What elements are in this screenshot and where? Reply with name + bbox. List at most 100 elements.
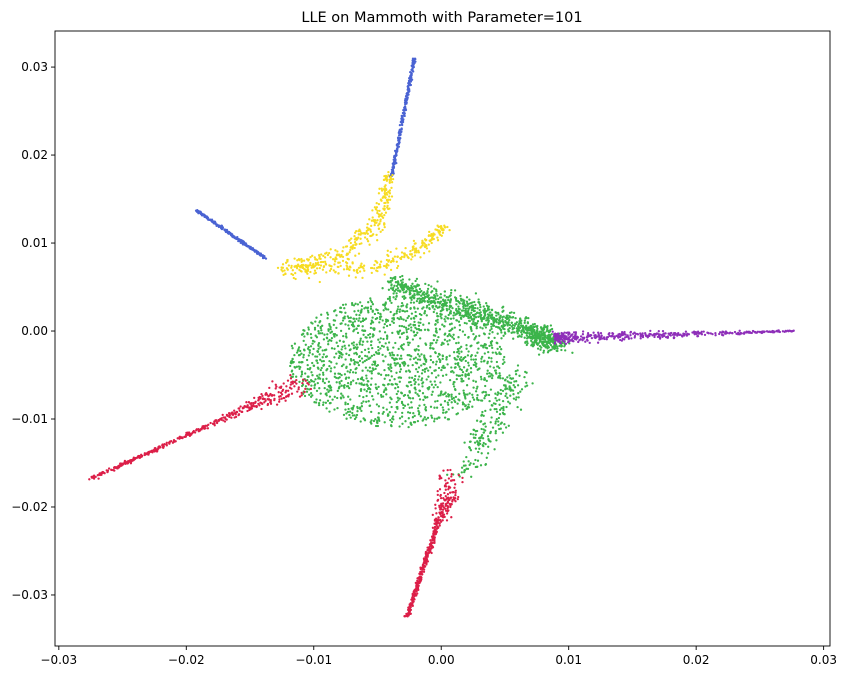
data-point [454, 500, 457, 503]
data-point [339, 306, 343, 310]
data-point [289, 383, 292, 386]
data-point [425, 418, 428, 421]
data-point [513, 324, 516, 327]
data-point [204, 424, 207, 427]
data-point [579, 335, 583, 338]
data-point [356, 410, 359, 413]
data-point [371, 310, 374, 313]
data-point [480, 413, 484, 416]
data-point [333, 263, 336, 266]
data-point [516, 384, 520, 387]
data-point [390, 168, 394, 171]
data-point [282, 396, 285, 400]
data-point [314, 378, 317, 381]
data-point [422, 398, 425, 402]
data-point [479, 420, 482, 423]
data-point [473, 313, 476, 317]
data-point [433, 287, 436, 290]
data-point [351, 303, 354, 307]
data-point [409, 323, 412, 326]
data-point [294, 271, 297, 275]
data-point [309, 255, 312, 259]
data-point [353, 246, 356, 250]
data-point [396, 266, 399, 270]
data-point [304, 372, 307, 375]
data-point [323, 256, 327, 259]
data-point [308, 351, 311, 354]
data-point [353, 320, 357, 323]
data-point [360, 383, 363, 386]
data-point [383, 303, 386, 306]
data-point [416, 307, 419, 310]
data-point [599, 337, 602, 341]
data-point [402, 406, 405, 410]
data-point [387, 374, 390, 377]
data-point [343, 373, 347, 376]
data-point [322, 338, 326, 341]
data-point [365, 229, 368, 233]
data-point [256, 252, 259, 255]
data-point [309, 270, 312, 274]
data-point [359, 407, 362, 411]
data-point [317, 367, 320, 370]
data-point [346, 315, 349, 318]
data-point [475, 419, 479, 422]
data-point [398, 310, 401, 313]
data-point [385, 320, 388, 323]
data-point [514, 398, 518, 401]
data-point [480, 427, 483, 431]
data-point [460, 345, 463, 348]
data-point [389, 310, 392, 314]
data-point [389, 175, 392, 178]
data-point [377, 202, 381, 206]
data-point [403, 253, 406, 256]
data-point [396, 390, 400, 393]
data-point [341, 259, 345, 263]
data-point [778, 330, 782, 334]
data-point [533, 332, 536, 335]
data-point [280, 268, 283, 271]
data-point [501, 362, 505, 366]
data-point [517, 328, 520, 331]
data-point [376, 211, 379, 215]
data-point [444, 226, 447, 229]
data-point [501, 399, 505, 403]
data-point [349, 316, 352, 319]
data-point [441, 341, 444, 344]
data-point [309, 395, 313, 398]
data-point [439, 300, 443, 303]
data-point [555, 349, 558, 352]
data-point [553, 334, 556, 338]
data-point [524, 370, 527, 374]
y-tick-label: −0.01 [11, 412, 48, 426]
data-point [471, 301, 474, 304]
data-point [394, 297, 397, 301]
data-point [388, 297, 391, 300]
data-point [321, 349, 324, 352]
data-point [449, 311, 452, 314]
data-point [241, 241, 244, 244]
data-point [319, 346, 322, 349]
data-point [684, 330, 688, 333]
data-point [345, 385, 349, 388]
data-point [359, 301, 362, 304]
data-point [446, 340, 449, 343]
data-point [578, 339, 581, 342]
data-point [419, 570, 422, 574]
data-point [399, 345, 403, 348]
data-point [486, 318, 489, 321]
data-point [496, 332, 499, 335]
data-point [299, 365, 302, 369]
data-point [508, 385, 511, 388]
data-point [264, 399, 267, 402]
data-point [479, 311, 482, 314]
data-point [560, 331, 563, 335]
data-point [683, 332, 686, 336]
data-point [380, 215, 384, 218]
data-point [430, 416, 434, 419]
data-point [332, 323, 335, 327]
data-point [437, 230, 440, 233]
data-point [464, 355, 467, 359]
data-point [338, 376, 341, 379]
data-point [480, 318, 483, 321]
